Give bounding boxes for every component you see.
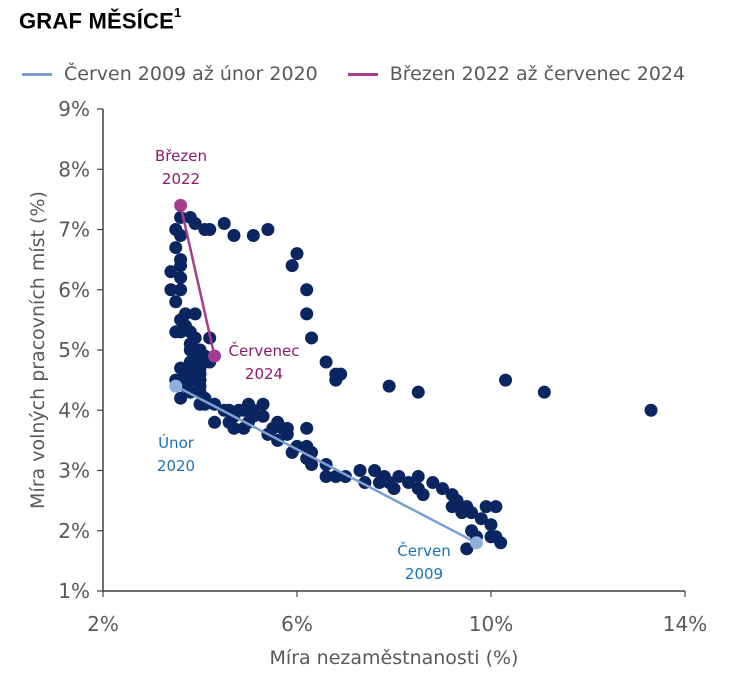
data-point <box>227 229 241 243</box>
data-point <box>479 500 493 514</box>
y-tick-label: 6% <box>58 278 90 302</box>
data-point <box>183 337 197 351</box>
data-point <box>426 476 440 490</box>
data-point <box>169 295 183 309</box>
data-point <box>368 464 382 477</box>
data-point <box>174 283 188 297</box>
legend-swatch-2022-2024 <box>347 72 378 76</box>
data-point <box>169 241 183 255</box>
data-point <box>227 421 241 435</box>
x-axis-title: Míra nezaměstnanosti (%) <box>270 647 519 669</box>
annotation-brezen-2022: 2022 <box>162 170 200 188</box>
data-point <box>436 482 449 496</box>
y-tick-label: 4% <box>58 398 90 422</box>
x-tick-label: 14% <box>663 612 707 636</box>
data-point <box>411 385 425 399</box>
data-point <box>174 271 188 285</box>
data-point <box>455 506 469 520</box>
data-point <box>372 476 386 490</box>
data-point <box>329 470 343 484</box>
y-tick-label: 9% <box>58 97 90 121</box>
data-point <box>465 506 479 520</box>
annotation-cervenec-2024: 2024 <box>245 365 283 383</box>
data-point <box>208 415 222 429</box>
data-point <box>484 518 498 532</box>
legend-swatch-2009-2020 <box>22 72 52 76</box>
data-point <box>261 223 275 236</box>
y-tick-label: 3% <box>58 459 90 483</box>
data-point <box>329 373 343 387</box>
endpoint-2024 <box>208 349 222 363</box>
annotation-cerven-2009: 2009 <box>405 565 443 583</box>
data-point <box>644 403 658 417</box>
data-point <box>382 379 396 393</box>
annotation-cerven-2009: Červen <box>397 541 450 560</box>
data-point <box>290 247 304 261</box>
data-point <box>537 385 551 399</box>
data-point <box>217 216 231 230</box>
data-point <box>256 397 270 411</box>
data-point <box>411 470 425 484</box>
data-point <box>387 482 401 496</box>
data-point <box>305 331 319 345</box>
x-tick-label: 10% <box>469 612 513 636</box>
data-point <box>174 259 188 273</box>
data-point <box>193 343 207 357</box>
data-point <box>169 325 183 339</box>
data-point <box>353 464 367 477</box>
x-tick-label: 6% <box>281 612 313 636</box>
endpoint-2009 <box>469 536 483 550</box>
y-tick-label: 1% <box>58 579 90 603</box>
data-point <box>489 500 503 514</box>
endpoint-2022 <box>174 198 188 212</box>
data-point <box>174 391 188 405</box>
data-point <box>246 229 260 243</box>
data-point <box>256 409 270 423</box>
data-point <box>188 307 202 321</box>
legend-label-2009-2020: Červen 2009 až únor 2020 <box>64 63 318 85</box>
annotation-cervenec-2024: Červenec <box>229 341 300 360</box>
y-tick-label: 2% <box>58 519 90 543</box>
data-point <box>392 470 406 484</box>
data-point <box>416 488 430 502</box>
data-point <box>494 536 508 550</box>
legend-item-2022-2024: Březen 2022 až červenec 2024 <box>347 63 686 85</box>
data-point <box>460 542 474 556</box>
data-point <box>319 355 333 369</box>
data-point <box>246 409 260 423</box>
data-point <box>319 470 333 484</box>
legend-item-2009-2020: Červen 2009 až únor 2020 <box>22 63 318 85</box>
y-axis-title: Míra volných pracovních míst (%) <box>27 191 49 509</box>
data-point <box>174 229 188 243</box>
data-point <box>300 421 314 435</box>
data-point <box>188 216 202 230</box>
data-point <box>445 500 459 514</box>
legend-label-2022-2024: Březen 2022 až červenec 2024 <box>389 63 686 85</box>
data-point <box>285 259 299 273</box>
chart-title: GRAF MĚSÍCE1 <box>19 5 182 34</box>
y-tick-label: 7% <box>58 218 90 242</box>
trend-line-2022-2024 <box>179 205 216 357</box>
annotation-unor-2020: Únor <box>158 433 195 452</box>
y-tick-label: 5% <box>58 338 90 362</box>
trend-line-2009-2020 <box>175 385 478 544</box>
annotation-brezen-2022: Březen <box>155 147 207 165</box>
data-point <box>402 476 416 490</box>
data-point <box>280 427 294 441</box>
x-tick-label: 2% <box>87 612 119 636</box>
legend: Červen 2009 až únor 2020 Březen 2022 až … <box>22 60 715 88</box>
data-point <box>203 223 217 236</box>
data-point <box>300 283 314 297</box>
data-point <box>499 373 513 387</box>
data-point <box>305 457 319 471</box>
data-point <box>474 512 488 526</box>
endpoint-2020 <box>169 379 183 393</box>
data-point <box>164 283 178 297</box>
data-point <box>164 265 178 279</box>
data-point <box>300 307 314 321</box>
annotation-unor-2020: 2020 <box>157 457 195 475</box>
y-tick-label: 8% <box>58 157 90 181</box>
